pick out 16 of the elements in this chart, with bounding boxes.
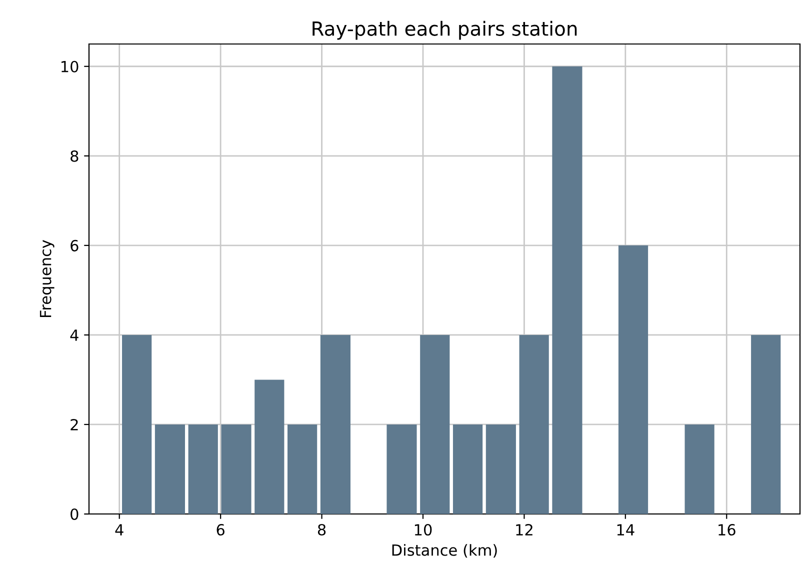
x-axis-title: Distance (km) xyxy=(392,544,497,558)
x-tick-label: 14 xyxy=(617,524,634,536)
x-tick-label: 16 xyxy=(718,524,736,536)
y-tick-label: 10 xyxy=(62,60,78,72)
x-tick-label: 8 xyxy=(318,524,326,536)
x-tick-label: 6 xyxy=(216,524,224,536)
y-tick-label: 0 xyxy=(70,508,78,520)
chart-title: Ray-path each pairs station xyxy=(312,20,577,40)
x-tick-label: 4 xyxy=(115,524,124,536)
y-tick-label: 6 xyxy=(70,240,78,252)
y-axis-title: Frequency xyxy=(40,240,54,317)
y-tick-label: 2 xyxy=(70,418,78,430)
x-tick-label: 12 xyxy=(516,524,532,536)
y-tick-label: 8 xyxy=(70,150,78,162)
y-tick-label: 4 xyxy=(70,330,78,341)
x-tick-label: 10 xyxy=(414,524,432,536)
